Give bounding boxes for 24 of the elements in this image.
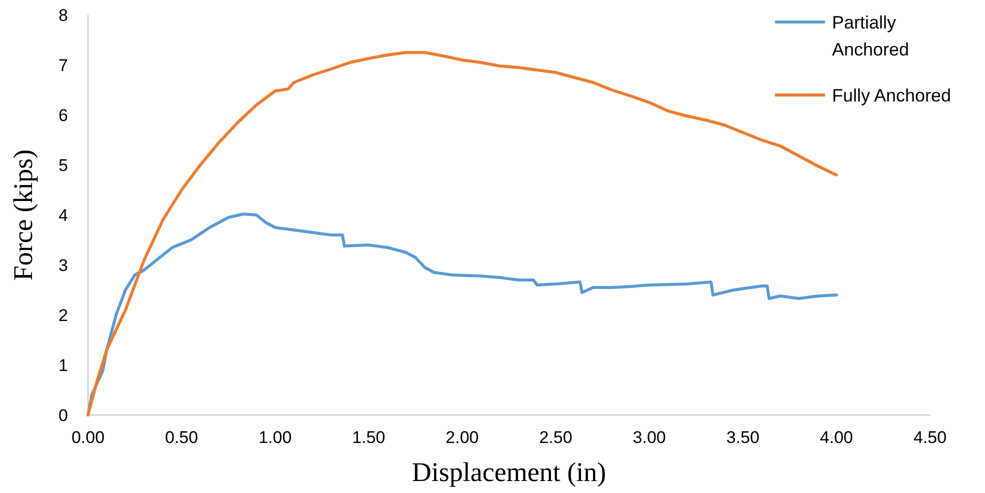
y-tick-label: 1 [58,356,68,375]
x-tick-label: 4.50 [913,428,947,447]
y-tick-label: 2 [58,306,68,325]
x-tick-label: 4.00 [820,428,853,447]
line-series [86,212,838,416]
y-tick-label: 7 [58,56,68,75]
y-tick-label: 6 [58,106,68,125]
x-tick-label: 0.50 [165,428,198,447]
x-tick-label: 1.50 [352,428,386,447]
y-axis-title: Force (kips) [8,149,38,281]
x-tick-label: 1.00 [258,428,292,447]
x-tick-label: 2.00 [446,428,479,447]
x-tick-label: 0.00 [71,428,105,447]
x-axis-title: Displacement (in) [412,457,606,487]
y-tick-label: 3 [58,256,68,275]
y-tick-label: 5 [58,156,68,175]
x-tick-label: 3.00 [632,428,666,447]
x-tick-label: 3.50 [726,428,760,447]
y-tick-label: 8 [58,6,68,25]
y-tick-label: 4 [58,206,68,225]
legend-label: Fully Anchored [832,85,952,106]
y-tick-label: 0 [58,406,68,425]
legend-label: Partially Anchored [832,12,910,60]
x-tick-label: 2.50 [539,428,572,447]
